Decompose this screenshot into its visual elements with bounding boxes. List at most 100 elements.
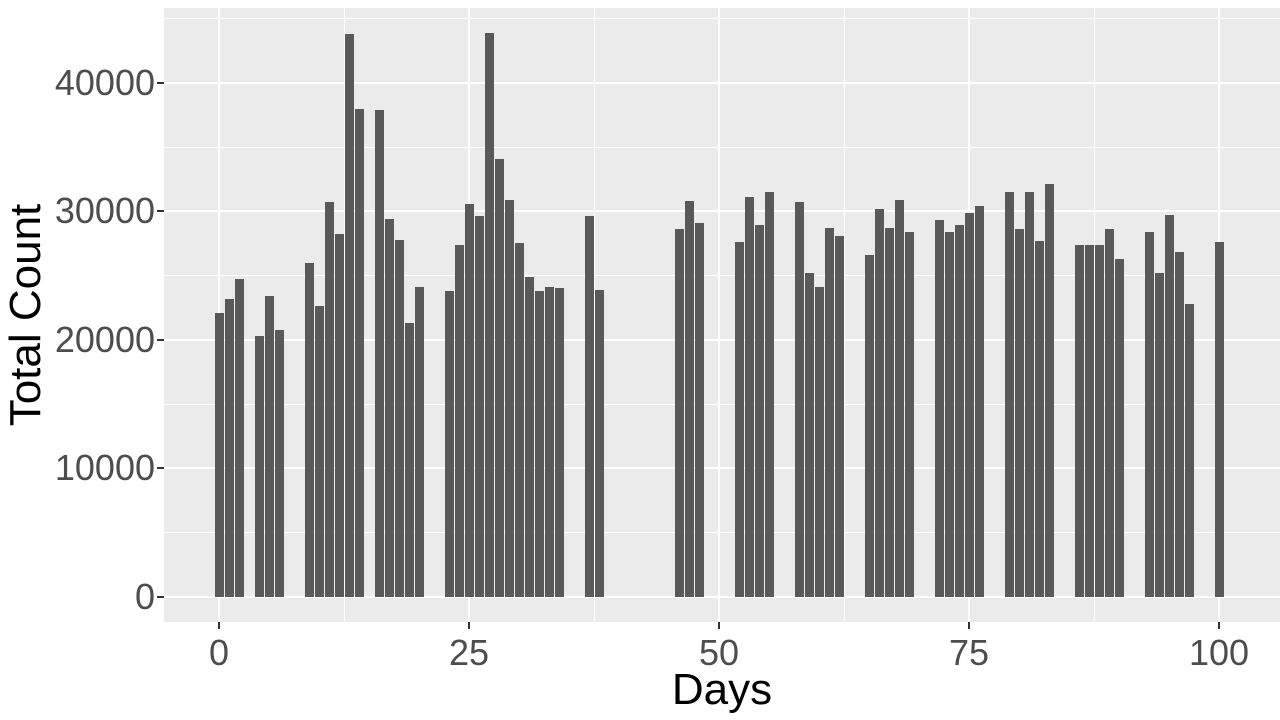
y-tick-mark	[157, 81, 164, 84]
bar	[934, 220, 944, 597]
bar	[794, 202, 804, 597]
major-gridline-horizontal	[164, 596, 1280, 598]
bar	[484, 32, 494, 597]
bar	[964, 212, 974, 597]
major-gridline-horizontal	[164, 467, 1280, 470]
bar	[1174, 252, 1184, 597]
bar	[594, 289, 604, 597]
minor-gridline-horizontal	[164, 532, 1280, 534]
bar	[764, 192, 774, 597]
bar	[904, 231, 914, 597]
y-tick-label: 0	[134, 576, 155, 617]
bar	[254, 336, 264, 597]
bar	[1034, 240, 1044, 597]
minor-gridline-vertical	[343, 8, 345, 622]
bar	[394, 239, 404, 597]
bar	[524, 276, 534, 597]
y-tick-mark	[157, 467, 164, 470]
y-tick-mark	[157, 338, 164, 341]
y-tick-mark	[157, 596, 164, 598]
bar	[374, 109, 384, 597]
bar	[504, 199, 514, 597]
bar	[974, 206, 984, 597]
major-gridline-vertical	[718, 8, 720, 622]
bar	[514, 243, 524, 597]
y-tick-label: 10000	[54, 447, 155, 489]
bar	[444, 291, 454, 597]
bar	[1024, 192, 1034, 597]
bar	[334, 234, 344, 597]
y-tick-label: 30000	[54, 190, 155, 232]
major-gridline-horizontal	[164, 338, 1280, 341]
bar	[454, 244, 464, 597]
x-tick-label: 0	[208, 632, 230, 673]
minor-gridline-vertical	[1093, 8, 1095, 622]
bar	[234, 279, 244, 597]
x-axis-title: Days	[671, 665, 773, 714]
x-tick-label: 50	[698, 632, 740, 673]
bar	[814, 287, 824, 597]
bar	[1214, 242, 1224, 597]
minor-gridline-horizontal	[164, 18, 1280, 20]
bar	[464, 203, 474, 597]
x-tick-mark	[968, 622, 970, 629]
bar	[694, 222, 704, 597]
x-tick-label: 75	[948, 632, 990, 673]
bar	[534, 291, 544, 597]
bar	[414, 287, 424, 597]
bar	[1074, 244, 1084, 597]
bar	[214, 312, 224, 597]
bar	[1104, 229, 1114, 597]
bar	[1154, 273, 1164, 597]
bar	[884, 228, 894, 597]
bar	[834, 235, 844, 597]
bar	[1014, 229, 1024, 597]
bar	[1114, 258, 1124, 597]
bar	[1084, 244, 1094, 597]
minor-gridline-vertical	[593, 8, 595, 622]
bar	[864, 255, 874, 597]
x-tick-mark	[468, 622, 470, 629]
bar	[314, 306, 324, 597]
bar	[684, 201, 694, 597]
x-tick-mark	[1218, 622, 1220, 629]
y-tick-mark	[157, 210, 164, 213]
bar	[554, 288, 564, 597]
bar	[1184, 303, 1194, 597]
y-axis-title: Total Count	[1, 203, 50, 427]
bar	[264, 296, 274, 597]
bar	[744, 197, 754, 597]
bar	[304, 262, 314, 597]
bar	[354, 108, 364, 597]
minor-gridline-horizontal	[164, 275, 1280, 277]
bar	[1164, 215, 1174, 597]
bar	[674, 229, 684, 597]
bar	[494, 158, 504, 597]
bar	[824, 228, 834, 597]
minor-gridline-horizontal	[164, 403, 1280, 405]
bar	[1144, 231, 1154, 597]
bar	[384, 219, 394, 597]
bar	[584, 216, 594, 597]
bar	[474, 216, 484, 597]
minor-gridline-vertical	[843, 8, 845, 622]
bar	[344, 33, 354, 597]
y-tick-label: 40000	[54, 61, 155, 103]
bar	[874, 208, 884, 597]
bar	[1094, 244, 1104, 597]
bar	[1004, 192, 1014, 597]
x-tick-mark	[718, 622, 720, 629]
bar	[404, 323, 414, 597]
x-tick-label: 25	[448, 632, 490, 673]
plot-panel	[164, 8, 1280, 622]
bar	[224, 298, 234, 597]
minor-gridline-horizontal	[164, 146, 1280, 148]
x-tick-mark	[218, 622, 220, 629]
bar	[1044, 184, 1054, 597]
major-gridline-horizontal	[164, 81, 1280, 84]
bar	[944, 231, 954, 597]
bar	[274, 329, 284, 597]
bar	[954, 225, 964, 597]
bar	[544, 287, 554, 597]
